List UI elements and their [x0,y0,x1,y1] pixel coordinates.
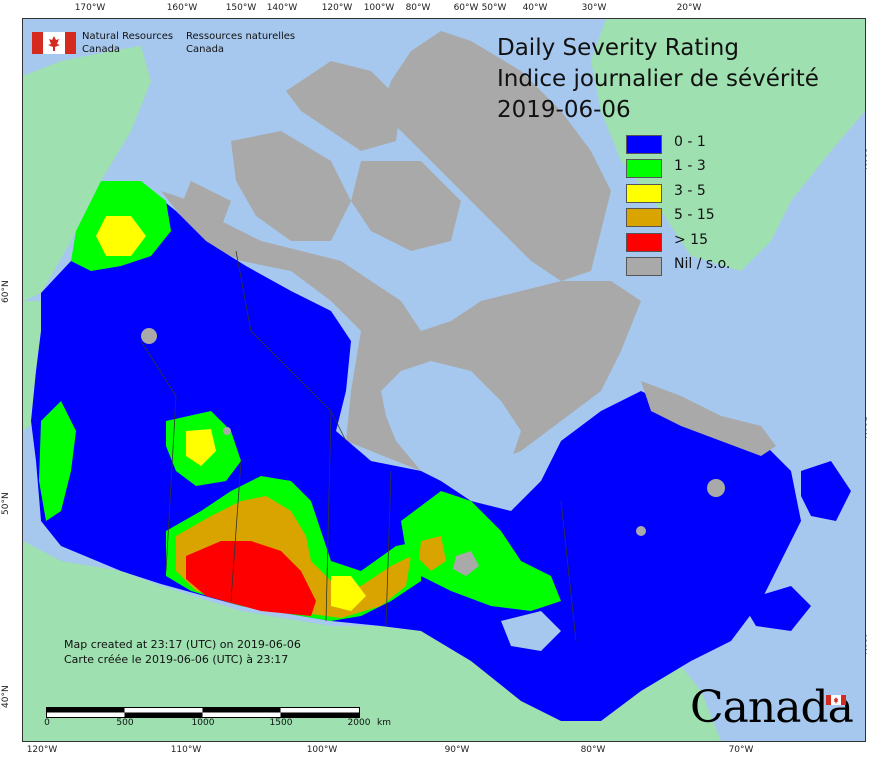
alaska-land [23,46,151,301]
graticule-label: 150°W [225,3,257,13]
arctic-islands-north [286,61,401,151]
map-title-fr: Indice journalier de sévérité [497,66,819,92]
graticule-label: 170°W [74,3,106,13]
agency-line-2-en: Canada [82,44,121,55]
graticule-label: 60°N [1,280,11,303]
graticule-label: 40°W [522,3,548,13]
graticule-label: 100°W [363,3,395,13]
quebec-reservoir-nil [636,526,646,536]
scale-label: 500 [116,718,134,728]
legend-swatch [626,135,662,154]
agency-line-1-en: Natural Resources [82,31,174,42]
legend-label: 5 - 15 [674,207,715,224]
province-borders [140,250,577,642]
map-svg [23,19,865,741]
graticule-label: 140°W [266,3,298,13]
canada-wordmark: Canada [690,682,854,733]
legend-swatch [626,256,662,276]
creation-note: Map created at 23:17 (UTC) on 2019-06-06… [64,637,301,667]
legend-swatch [626,232,662,252]
graticule-label: 160°W [166,3,198,13]
graticule-label: 70°W [728,745,754,755]
graticule-label: 120°W [321,3,353,13]
great-lakes [501,611,561,651]
agency-line-1-fr: Ressources naturelles [186,31,296,42]
graticule-label: 30°W [581,3,607,13]
graticule-label: 90°W [444,745,470,755]
legend-swatch [626,159,662,179]
legend-label: 0 - 1 [674,134,706,150]
graticule-label: 80°W [405,3,431,13]
bc-coast-moderate [39,401,76,521]
legend-swatch [626,208,662,228]
scale-label: 0 [44,718,50,728]
great-bear-lake-nil [141,328,157,344]
graticule-label: 20°W [676,3,702,13]
graticule-label: 100°W [306,745,338,755]
legend-label: > 15 [674,231,708,248]
nunavut-region [161,191,641,471]
scale-label: 1000 [191,718,215,728]
creation-note-fr: Carte créée le 2019-06-06 (UTC) à 23:17 [64,653,289,666]
wordmark-flag-icon [826,690,846,709]
agency-name-en: Natural Resources Canada [82,30,173,56]
agency-line-2-fr: Canada [186,44,225,55]
quebec-lake-nil [707,479,725,497]
alberta-yellow [186,429,216,466]
manitoba-yellow [331,576,366,611]
newfoundland [801,461,851,521]
nrcan-flag-icon [32,32,76,58]
labrador-nil [641,381,776,456]
graticule-label: 60°W [453,3,479,13]
graticule-label: 40°N [1,685,11,708]
scale-unit: km [377,718,391,728]
legend-label: 3 - 5 [674,182,706,199]
legend-label: 1 - 3 [674,158,706,175]
graticule-label: 80°W [580,745,606,755]
graticule-label: 110°W [170,745,202,755]
arctic-islands-east [381,31,611,281]
scale-label: 1500 [269,718,293,728]
yukon-yellow [96,216,146,256]
scale-label: 2000 [347,718,371,728]
map-date: 2019-06-06 [497,97,631,123]
ontario-nil-spot [453,551,479,576]
graticule-label: 50°N [1,492,11,515]
ontario-high [419,536,446,571]
graticule-label: 120°W [26,745,58,755]
agency-name-fr: Ressources naturelles Canada [186,30,295,56]
graticule-label: 50°W [481,3,507,13]
alberta-nil-spot [223,427,231,435]
arctic-islands-central [351,161,461,251]
scale-bar [46,704,362,723]
prairies-extreme [186,541,316,616]
greenland-land [591,19,865,271]
map-canvas[interactable] [22,18,866,742]
ontario-moderate [401,491,561,611]
map-title-en: Daily Severity Rating [497,35,739,61]
legend-swatch [626,183,662,203]
maritimes [741,586,811,631]
hudson-bay [381,361,521,481]
legend-label: Nil / s.o. [674,255,731,272]
creation-note-en: Map created at 23:17 (UTC) on 2019-06-06 [64,638,301,651]
victoria-island [231,131,351,241]
